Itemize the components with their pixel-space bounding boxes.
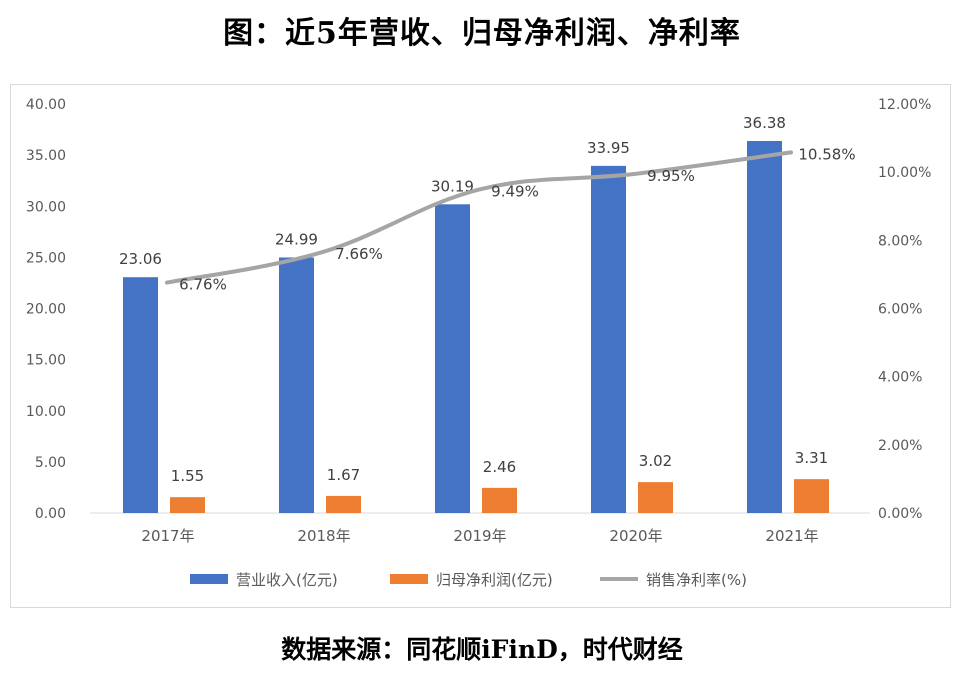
legend-label-profit: 归母净利润(亿元) [436, 571, 553, 589]
revenue-data-label: 24.99 [275, 230, 318, 248]
profit-data-label: 1.55 [171, 467, 204, 485]
right-axis-tick-label: 4.00% [878, 370, 922, 386]
revenue-bar [279, 257, 314, 513]
revenue-bar [591, 165, 626, 513]
legend-label-margin: 销售净利率(%) [646, 571, 747, 589]
right-axis-tick-label: 0.00% [878, 506, 922, 522]
profit-data-label: 2.46 [483, 458, 516, 476]
margin-point [165, 281, 169, 285]
revenue-bar [123, 277, 158, 513]
profit-bar [638, 482, 673, 513]
profit-bar [170, 497, 205, 513]
left-axis-tick-label: 35.00 [26, 148, 66, 164]
data-source: 数据来源：同花顺iFinD，时代财经 [281, 635, 683, 664]
legend-label-revenue: 营业收入(亿元) [236, 571, 338, 589]
right-axis-tick-label: 8.00% [878, 233, 922, 249]
left-axis-tick-label: 20.00 [26, 302, 66, 318]
chart-frame [10, 84, 951, 608]
margin-data-label: 9.95% [647, 167, 695, 185]
legend-swatch-revenue [190, 574, 228, 584]
profit-data-label: 1.67 [327, 466, 360, 484]
right-axis-tick-label: 6.00% [878, 302, 922, 318]
profit-bar [482, 487, 517, 513]
left-axis-tick-label: 25.00 [26, 250, 66, 266]
margin-line [165, 150, 793, 285]
margin-point [321, 250, 325, 254]
left-axis-tick-label: 5.00 [35, 455, 66, 471]
revenue-data-label: 36.38 [743, 114, 786, 132]
legend-swatch-profit [390, 574, 428, 584]
margin-data-label: 10.58% [798, 145, 855, 163]
profit-data-label: 3.31 [795, 449, 828, 467]
profit-bar [326, 495, 361, 513]
x-axis-tick-label: 2019年 [453, 527, 506, 545]
left-axis-tick-label: 0.00 [35, 506, 66, 522]
x-axis-tick-label: 2017年 [141, 527, 194, 545]
margin-data-label: 6.76% [179, 276, 227, 294]
left-axis-tick-label: 40.00 [26, 97, 66, 113]
margin-point [789, 150, 793, 154]
profit-bar [794, 479, 829, 513]
x-axis-tick-label: 2020年 [609, 527, 662, 545]
margin-data-label: 9.49% [491, 183, 539, 201]
revenue-data-label: 23.06 [119, 250, 162, 268]
margin-data-label: 7.66% [335, 245, 383, 263]
left-axis-tick-label: 10.00 [26, 404, 66, 420]
chart-title: 图：近5年营收、归母净利润、净利率 [223, 16, 741, 51]
left-axis-tick-label: 15.00 [26, 353, 66, 369]
revenue-data-label: 30.19 [431, 177, 474, 195]
x-axis-tick-label: 2021年 [765, 527, 818, 545]
margin-point [633, 172, 637, 176]
profit-data-label: 3.02 [639, 452, 672, 470]
revenue-bar [747, 141, 782, 513]
x-axis-tick-label: 2018年 [297, 527, 350, 545]
revenue-bar [435, 204, 470, 513]
margin-point [477, 188, 481, 192]
revenue-data-label: 33.95 [587, 139, 630, 157]
left-axis-tick-label: 30.00 [26, 199, 66, 215]
right-axis-tick-label: 10.00% [878, 165, 931, 181]
right-axis-tick-label: 2.00% [878, 438, 922, 454]
right-axis-tick-label: 12.00% [878, 97, 931, 113]
